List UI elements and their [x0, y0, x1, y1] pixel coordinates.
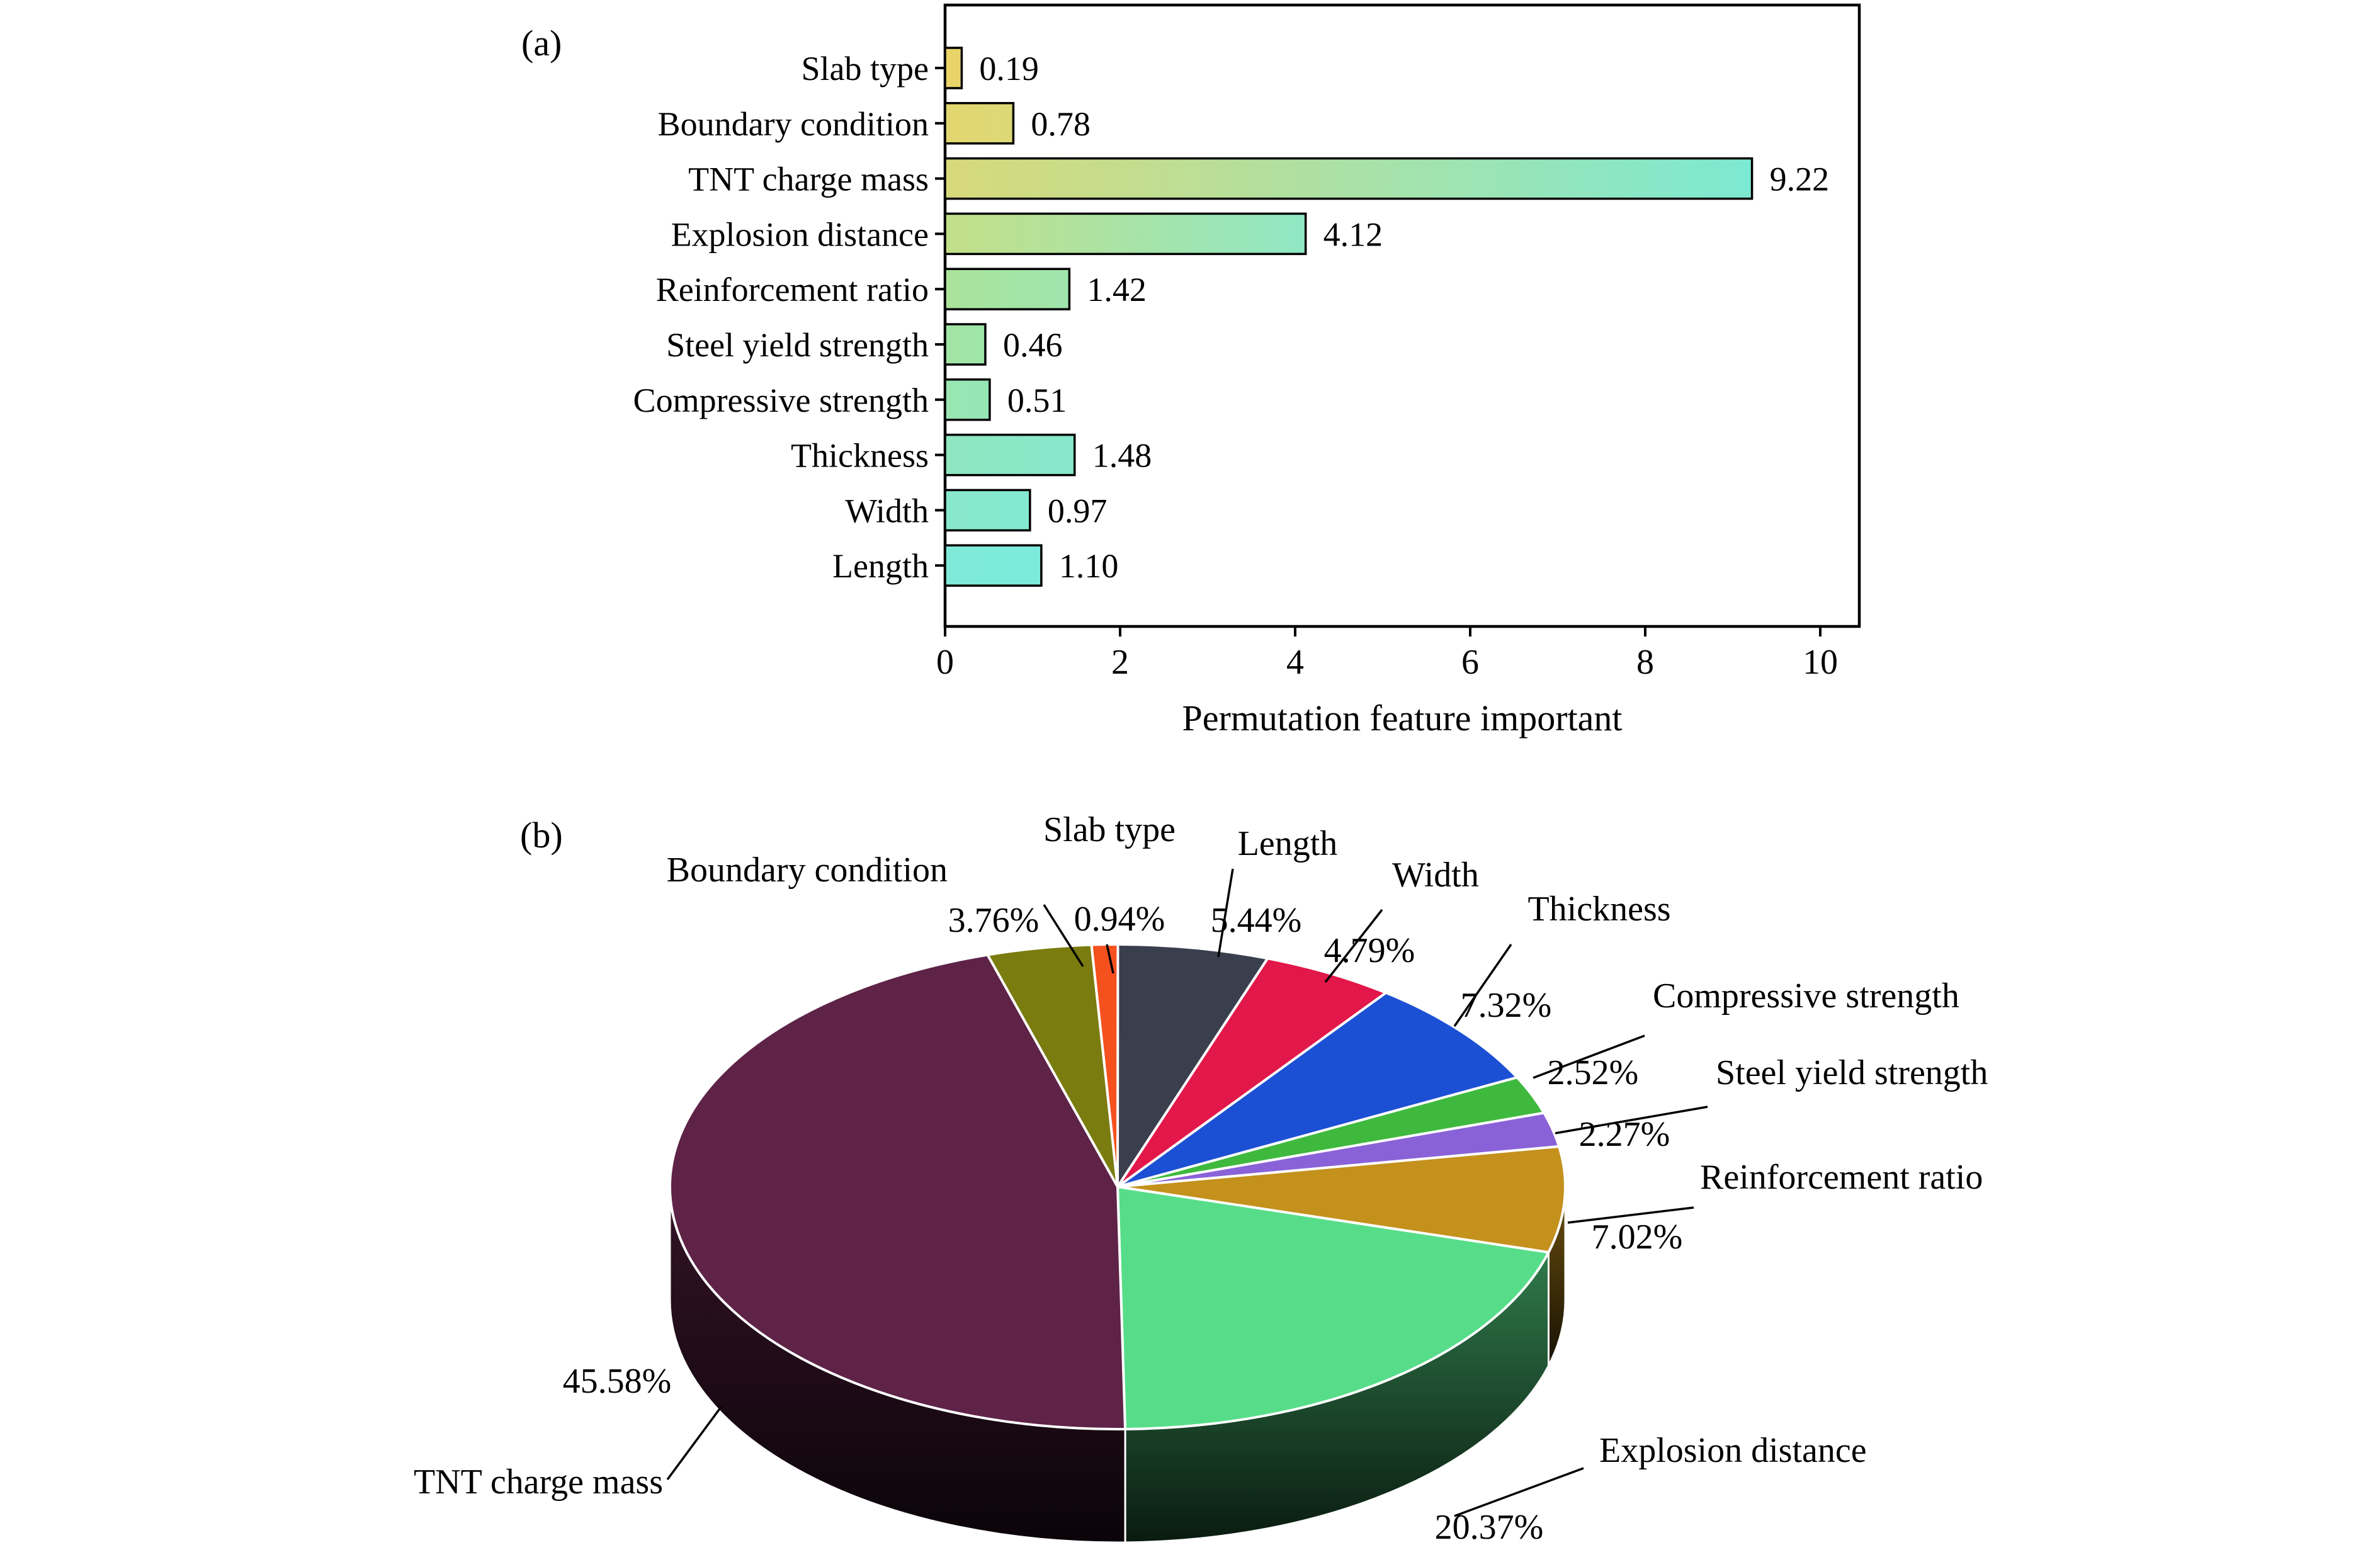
bar: [944, 489, 1031, 532]
bar: [944, 47, 963, 89]
x-tick-label: 0: [936, 643, 954, 682]
bar: [944, 268, 1071, 310]
pie-slice-label: Thickness: [1527, 890, 1670, 929]
x-tick-label: 10: [1803, 643, 1838, 682]
pie-slice-label: Reinforcement ratio: [1700, 1158, 1983, 1197]
leader-line: [1043, 904, 1084, 967]
bar: [944, 157, 1754, 200]
category-label: Compressive strength: [633, 382, 929, 419]
leader-line: [1106, 944, 1114, 974]
leader-line: [1454, 1467, 1584, 1517]
pie-chart: Length 5.44% Width 4.79% Thickness 7.32% Compr…: [414, 810, 1988, 1545]
value-label: 0.51: [1007, 382, 1067, 419]
pie-percent-label: 4.79%: [1324, 931, 1415, 970]
panel-a-label: (a): [521, 23, 562, 64]
leader-line: [1533, 1034, 1645, 1079]
value-label: 0.46: [1003, 326, 1063, 364]
pie-slice-label: TNT charge mass: [414, 1463, 663, 1502]
x-tick-label: 4: [1286, 643, 1304, 682]
pie-slice-label: Slab type: [1043, 810, 1176, 849]
pie-percent-label: 3.76%: [948, 901, 1040, 940]
category-label: Reinforcement ratio: [656, 271, 929, 308]
category-label: Length: [832, 547, 929, 585]
pie-slice-label: Explosion distance: [1599, 1431, 1867, 1470]
value-label: 1.48: [1092, 437, 1152, 475]
bar: [944, 212, 1307, 256]
pie-percent-label: 2.52%: [1548, 1053, 1639, 1092]
pie-slice: [1090, 942, 1119, 1188]
bar: [944, 544, 1043, 587]
pie-percent-label: 45.58%: [563, 1362, 672, 1401]
bar: [944, 323, 987, 366]
pie-slice-label: Length: [1238, 824, 1338, 863]
bar-chart: 0 2 4 6 8 10 Slab type 0.19 Boundary condition 0.…: [633, 3, 1861, 682]
value-label: 1.42: [1087, 271, 1147, 308]
pie-slice-label: Compressive strength: [1653, 976, 1959, 1016]
pie-slice-label: Steel yield strength: [1716, 1053, 1988, 1092]
leader-line: [1217, 868, 1234, 958]
leader-line: [1567, 1206, 1694, 1224]
category-label: Slab type: [802, 50, 929, 88]
panel-b-label: (b): [520, 815, 563, 856]
x-tick-label: 2: [1111, 643, 1129, 682]
pie-percent-label: 2.27%: [1579, 1115, 1670, 1154]
value-label: 0.78: [1031, 105, 1091, 143]
pie-slice: [1116, 1186, 1550, 1430]
category-label: Width: [845, 492, 929, 529]
pie-slice: [1116, 991, 1519, 1188]
value-label: 0.19: [979, 50, 1039, 88]
pie-slice-label: Boundary condition: [667, 851, 948, 890]
pie-percent-label: 20.37%: [1435, 1508, 1544, 1545]
plot-box: [943, 3, 1861, 628]
pie-slice: [1116, 943, 1269, 1188]
pie-percent-label: 7.32%: [1461, 986, 1552, 1025]
value-label: 9.22: [1770, 161, 1830, 198]
category-label: Thickness: [791, 437, 929, 475]
bar: [944, 433, 1076, 477]
category-label: Explosion distance: [671, 215, 929, 253]
x-tick-label: 8: [1636, 643, 1654, 682]
pie-slice: [1116, 1145, 1567, 1254]
value-label: 0.97: [1048, 492, 1108, 529]
bar: [944, 102, 1015, 145]
leader-line: [1453, 944, 1512, 1027]
pie-percent-label: 7.02%: [1592, 1218, 1683, 1257]
pie-slice: [669, 953, 1127, 1430]
pie-slice: [1116, 957, 1388, 1188]
x-axis-title: Permutation feature important: [1182, 698, 1622, 739]
value-label: 4.12: [1323, 215, 1383, 253]
category-label: Steel yield strength: [666, 326, 929, 364]
pie-percent-label: 0.94%: [1074, 900, 1165, 939]
pie-percent-label: 5.44%: [1211, 901, 1302, 940]
x-tick-label: 6: [1461, 643, 1479, 682]
leader-line: [1555, 1106, 1708, 1135]
value-label: 1.10: [1059, 547, 1119, 585]
leader-line: [666, 1406, 722, 1481]
category-label: Boundary condition: [658, 105, 929, 143]
bar: [944, 378, 991, 421]
leader-line: [1324, 908, 1383, 983]
category-label: TNT charge mass: [688, 161, 929, 198]
pie-slice-label: Width: [1392, 856, 1479, 895]
